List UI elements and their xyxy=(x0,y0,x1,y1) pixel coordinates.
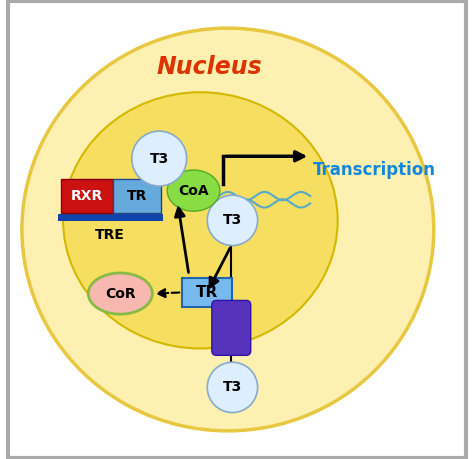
FancyBboxPatch shape xyxy=(182,278,232,307)
Ellipse shape xyxy=(63,92,337,348)
Text: T3: T3 xyxy=(150,151,169,166)
Text: TR: TR xyxy=(128,189,148,203)
Text: Nucleus: Nucleus xyxy=(157,55,263,79)
Ellipse shape xyxy=(88,273,152,314)
Text: TRE: TRE xyxy=(95,228,125,242)
FancyBboxPatch shape xyxy=(113,179,162,213)
Text: CoR: CoR xyxy=(105,286,136,301)
FancyBboxPatch shape xyxy=(58,214,163,221)
Circle shape xyxy=(207,195,257,246)
Ellipse shape xyxy=(22,28,434,431)
FancyBboxPatch shape xyxy=(212,301,251,355)
Text: RXR: RXR xyxy=(71,189,103,203)
Text: CoA: CoA xyxy=(178,184,209,198)
Text: TR: TR xyxy=(196,285,219,300)
FancyBboxPatch shape xyxy=(61,179,113,213)
Ellipse shape xyxy=(167,170,220,211)
Text: Transcription: Transcription xyxy=(313,161,436,179)
Text: T3: T3 xyxy=(223,381,242,394)
Circle shape xyxy=(207,362,257,413)
Circle shape xyxy=(132,131,187,186)
Text: T3: T3 xyxy=(223,213,242,227)
